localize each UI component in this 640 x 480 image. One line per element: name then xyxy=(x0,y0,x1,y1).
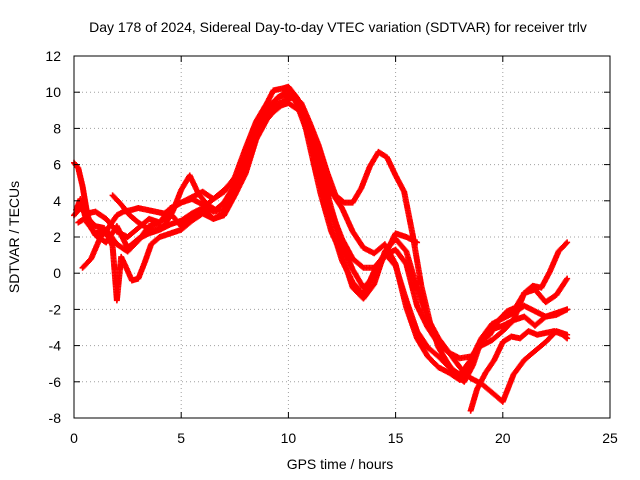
x-axis-label: GPS time / hours xyxy=(287,456,394,472)
y-tick-label: 10 xyxy=(45,84,61,100)
y-axis-label: SDTVAR / TECUs xyxy=(6,181,22,293)
y-tick-label: -8 xyxy=(49,410,62,426)
y-tick-label: 8 xyxy=(53,120,61,136)
data-point xyxy=(563,240,570,247)
series-6 xyxy=(75,100,571,362)
y-tick-label: -6 xyxy=(49,374,62,390)
x-axis: 0 5 10 15 20 25 xyxy=(70,56,618,446)
y-tick-label: -2 xyxy=(49,301,62,317)
x-tick-label: 5 xyxy=(177,430,185,446)
y-tick-label: 2 xyxy=(53,229,61,245)
series-7 xyxy=(467,328,571,414)
data-point xyxy=(564,335,571,342)
data-point xyxy=(564,306,571,313)
y-axis: -8 -6 -4 -2 0 2 4 6 8 10 12 xyxy=(45,48,610,426)
data-point xyxy=(564,275,571,282)
y-tick-label: -4 xyxy=(49,338,62,354)
y-tick-label: 6 xyxy=(53,157,61,173)
data-point xyxy=(563,334,570,341)
x-tick-label: 25 xyxy=(602,430,618,446)
x-tick-label: 15 xyxy=(388,430,404,446)
x-tick-label: 20 xyxy=(495,430,511,446)
data-series xyxy=(71,83,571,414)
x-tick-label: 0 xyxy=(70,430,78,446)
chart-title: Day 178 of 2024, Sidereal Day-to-day VTE… xyxy=(89,19,587,35)
y-tick-label: 4 xyxy=(53,193,61,209)
x-tick-label: 10 xyxy=(281,430,297,446)
y-tick-label: 12 xyxy=(45,48,61,64)
y-tick-label: 0 xyxy=(53,265,61,281)
data-point xyxy=(564,239,571,246)
